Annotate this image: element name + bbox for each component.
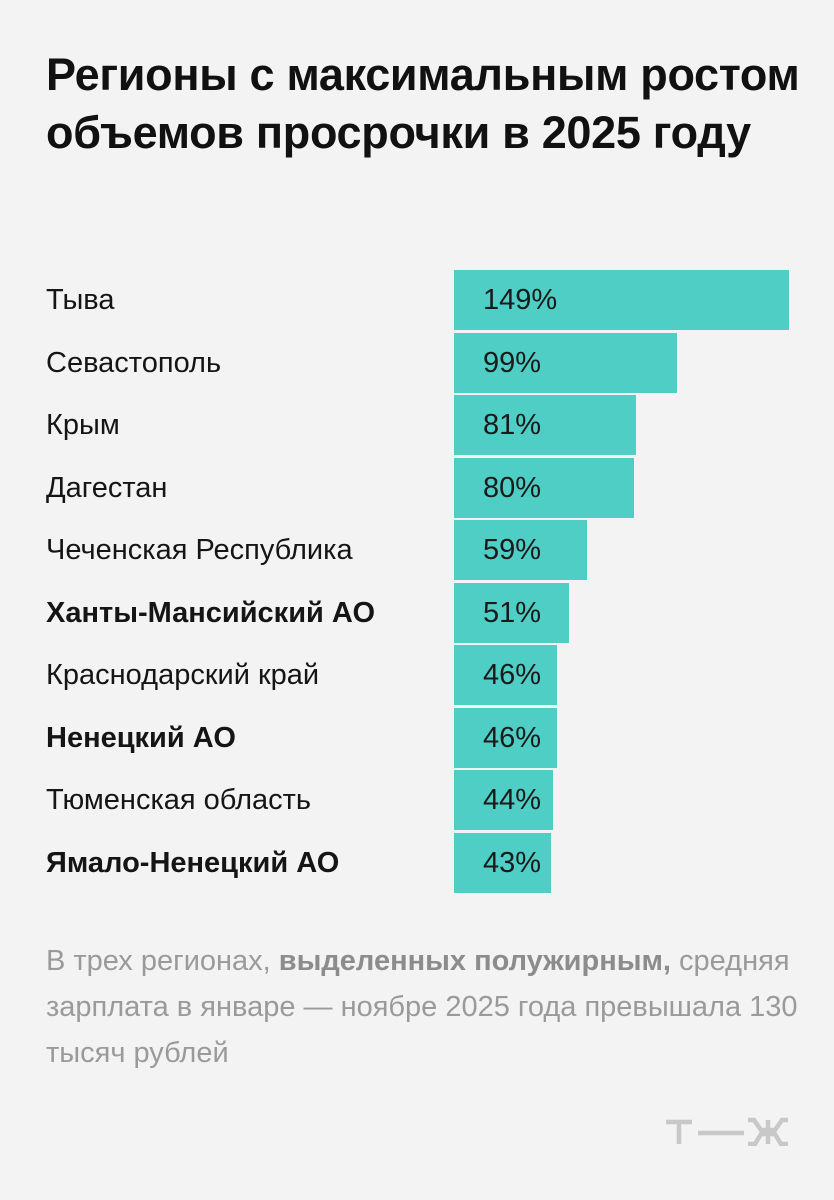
tzh-logo-icon [666, 1117, 788, 1146]
bar [454, 645, 558, 705]
bar-label: Дагестан [46, 471, 168, 504]
chart-title: Регионы с максимальным ростом объемов пр… [46, 49, 800, 158]
bar [454, 770, 553, 830]
footnote-after: средняя зарплата в январе — ноябре 2025 … [46, 945, 798, 1069]
footnote-highlight: выделенных полужирным, [278, 945, 671, 977]
bar-value-label: 149% [483, 284, 558, 316]
bar-value-label: 46% [483, 659, 542, 691]
bar-chart: Тыва 149% Севастополь 99% Крым 81% Дагестан 80%… [0, 270, 834, 900]
bar [454, 457, 634, 518]
bar [454, 270, 789, 330]
bar-value-label: 51% [483, 596, 542, 629]
bar-value-label: 81% [483, 409, 542, 441]
footnote-before: В трех регионах, [46, 945, 279, 977]
bar-label: Чеченская Республика [46, 534, 353, 566]
bar [454, 707, 558, 768]
bar-label: Ненецкий АО [46, 721, 236, 754]
bar-label: Тыва [46, 284, 115, 316]
bar-value-label: 44% [483, 784, 542, 816]
bar-value-label: 43% [483, 846, 542, 879]
bar-value-label: 80% [483, 471, 542, 504]
bar-label: Крым [46, 409, 120, 441]
bar [454, 332, 677, 393]
bar-label: Краснодарский край [46, 659, 320, 691]
bar-label: Ямало-Ненецкий АО [46, 846, 340, 879]
footnote: В трех регионах, выделенных полужирным, … [46, 938, 806, 1076]
bar-value-label: 59% [483, 534, 542, 566]
bar-label: Ханты-Мансийский АО [46, 596, 376, 629]
bar [454, 395, 637, 455]
bar [454, 520, 587, 580]
bar-label: Тюменская область [46, 784, 312, 816]
bar-label: Севастополь [46, 346, 222, 379]
bar [454, 582, 569, 643]
bar-value-label: 99% [483, 346, 542, 379]
bar-value-label: 46% [483, 721, 542, 754]
bar [454, 832, 551, 893]
